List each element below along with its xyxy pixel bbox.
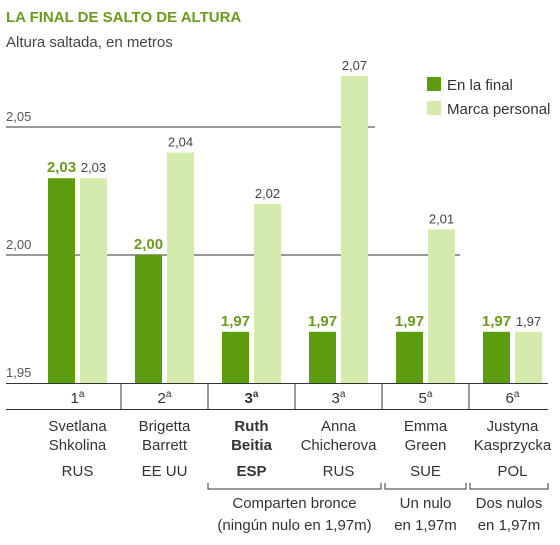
legend-label-final: En la final xyxy=(447,77,513,94)
note-line-1: Dos nulos xyxy=(476,495,543,512)
athlete-last-name: Kasprzycka xyxy=(474,437,552,454)
note-bracket xyxy=(207,483,382,490)
rank-label: 5a xyxy=(419,389,433,407)
bar-final xyxy=(48,178,75,383)
note-line-2: (ningún nulo en 1,97m) xyxy=(217,517,371,534)
notes: Comparten bronce (ningún nulo en 1,97m) Un… xyxy=(207,483,549,534)
data-label-final: 1,97 xyxy=(221,313,250,330)
data-label-final: 1,97 xyxy=(482,313,511,330)
country-label: ESP xyxy=(236,463,266,480)
y-tick-label: 1,95 xyxy=(6,365,31,380)
data-label-final: 1,97 xyxy=(395,313,424,330)
rank-label: 1a xyxy=(71,389,85,407)
athlete-last-name: Shkolina xyxy=(49,437,107,454)
data-label-personal: 2,04 xyxy=(168,135,193,150)
athlete-first-name: Ruth xyxy=(234,418,268,435)
bar-personal xyxy=(515,331,542,383)
athlete-first-name: Svetlana xyxy=(48,418,107,435)
athlete-first-name: Emma xyxy=(404,418,448,435)
bar-personal xyxy=(254,203,281,383)
bar-final xyxy=(222,331,249,383)
data-label-personal: 1,97 xyxy=(516,314,541,329)
athlete-last-name: Green xyxy=(405,437,447,454)
country-label: RUS xyxy=(323,463,355,480)
bar-final xyxy=(135,255,162,383)
athlete-first-name: Anna xyxy=(321,418,357,435)
data-label-final: 2,00 xyxy=(134,236,163,253)
athlete-last-name: Beitia xyxy=(231,437,273,454)
athlete-first-name: Justyna xyxy=(487,418,539,435)
legend: En la final Marca personal xyxy=(427,77,550,118)
rank-label: 6a xyxy=(506,389,520,407)
bar-personal xyxy=(428,229,455,383)
note-line-2: en 1,97m xyxy=(394,517,457,534)
data-label-personal: 2,01 xyxy=(429,211,454,226)
country-label: EE UU xyxy=(142,463,188,480)
bars: 2,03 2,03 2,00 2,04 1,97 2,02 1,97 2,07 1,97 2,01… xyxy=(6,58,548,384)
data-label-personal: 2,07 xyxy=(342,58,367,73)
data-label-personal: 2,03 xyxy=(81,160,106,175)
note-line-1: Comparten bronce xyxy=(232,495,356,512)
bar-final xyxy=(396,331,423,383)
rank-label: 3a xyxy=(332,389,346,407)
bar-personal xyxy=(80,178,107,383)
legend-swatch-final xyxy=(427,77,441,91)
note-line-1: Un nulo xyxy=(400,495,452,512)
chart-title: LA FINAL DE SALTO DE ALTURA xyxy=(6,9,241,26)
bar-final xyxy=(309,331,336,383)
data-label-final: 2,03 xyxy=(47,159,76,176)
bar-personal xyxy=(167,152,194,383)
chart-subtitle: Altura saltada, en metros xyxy=(6,34,173,51)
athlete-last-name: Barrett xyxy=(142,437,188,454)
bar-personal xyxy=(341,75,368,384)
legend-label-personal: Marca personal xyxy=(447,101,550,118)
rank-label: 3a xyxy=(245,389,259,407)
category-labels: 1a Svetlana Shkolina RUS 2a Brigetta Barrett EE… xyxy=(6,384,552,480)
country-label: SUE xyxy=(410,463,441,480)
athlete-first-name: Brigetta xyxy=(139,418,191,435)
note-bracket xyxy=(384,483,467,490)
data-label-personal: 2,02 xyxy=(255,186,280,201)
data-label-final: 1,97 xyxy=(308,313,337,330)
country-label: POL xyxy=(497,463,527,480)
note-line-2: en 1,97m xyxy=(478,517,541,534)
athlete-last-name: Chicherova xyxy=(301,437,378,454)
legend-swatch-personal xyxy=(427,101,441,115)
rank-label: 2a xyxy=(158,389,172,407)
country-label: RUS xyxy=(62,463,94,480)
y-tick-label: 2,00 xyxy=(6,237,31,252)
note-bracket xyxy=(469,483,549,490)
y-tick-label: 2,05 xyxy=(6,109,31,124)
bar-final xyxy=(483,331,510,383)
